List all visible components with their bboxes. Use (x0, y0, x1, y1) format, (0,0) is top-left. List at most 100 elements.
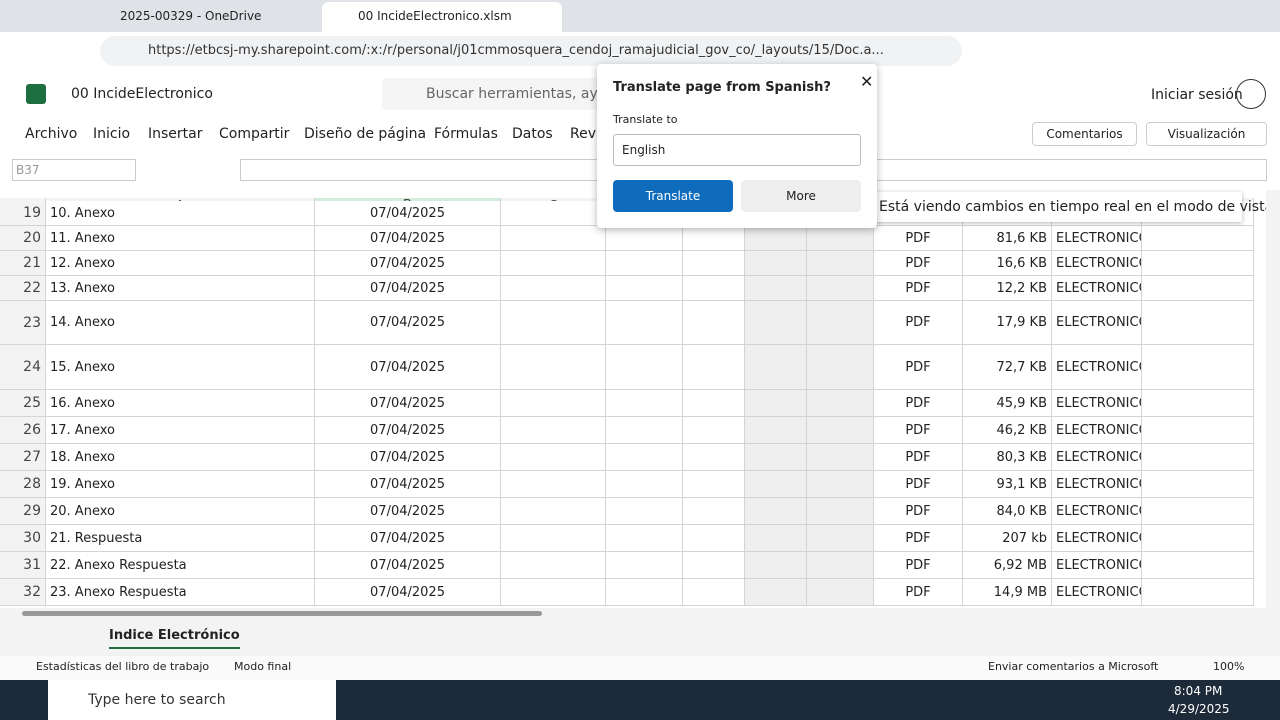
cell[interactable]: 10. Anexo (46, 201, 315, 226)
cell[interactable] (501, 552, 606, 579)
cell[interactable] (501, 471, 606, 498)
cell[interactable] (501, 301, 606, 345)
cell[interactable] (1142, 301, 1254, 345)
cell[interactable] (683, 471, 745, 498)
cell[interactable] (683, 345, 745, 390)
cell[interactable]: ELECTRONICO (1052, 444, 1142, 471)
cell[interactable] (606, 525, 683, 552)
cell[interactable] (807, 444, 874, 471)
cell[interactable]: 19. Anexo (46, 471, 315, 498)
cell[interactable]: 07/04/2025 (315, 226, 501, 251)
cell[interactable] (683, 276, 745, 301)
cell[interactable] (807, 525, 874, 552)
cell[interactable]: 07/04/2025 (315, 301, 501, 345)
cell[interactable]: ELECTRONICO (1052, 417, 1142, 444)
cell[interactable] (1142, 579, 1254, 606)
cell[interactable]: 07/04/2025 (315, 444, 501, 471)
cell[interactable] (745, 471, 807, 498)
cell[interactable] (683, 552, 745, 579)
cell[interactable] (606, 345, 683, 390)
cell[interactable]: 07/04/2025 (315, 525, 501, 552)
cell[interactable] (745, 226, 807, 251)
cell[interactable]: PDF (874, 390, 963, 417)
cell[interactable] (683, 525, 745, 552)
cell[interactable]: 14. Anexo (46, 301, 315, 345)
cell[interactable]: ELECTRONICO (1052, 498, 1142, 525)
cell[interactable]: 207 kb (963, 525, 1052, 552)
status-item[interactable]: Estadísticas del libro de trabajo (36, 660, 210, 673)
cell[interactable]: PDF (874, 498, 963, 525)
cell[interactable]: PDF (874, 552, 963, 579)
search-box[interactable]: Buscar herramientas, ayuda (382, 78, 624, 110)
cell[interactable] (1142, 417, 1254, 444)
cell[interactable] (606, 251, 683, 276)
cell[interactable]: 20. Anexo (46, 498, 315, 525)
cell[interactable] (501, 390, 606, 417)
cell[interactable]: ELECTRONICO (1052, 552, 1142, 579)
cell[interactable] (745, 579, 807, 606)
cell[interactable] (606, 498, 683, 525)
cell[interactable] (501, 345, 606, 390)
cell[interactable] (501, 276, 606, 301)
cell[interactable] (683, 579, 745, 606)
cell[interactable] (606, 552, 683, 579)
cell[interactable] (1142, 251, 1254, 276)
cell[interactable]: PDF (874, 345, 963, 390)
cell[interactable]: PDF (874, 471, 963, 498)
comments-button[interactable]: Comentarios (1032, 122, 1137, 146)
cell[interactable]: ELECTRONICO (1052, 525, 1142, 552)
cell[interactable] (745, 498, 807, 525)
cell[interactable]: PDF (874, 417, 963, 444)
cell[interactable]: 16. Anexo (46, 390, 315, 417)
cell[interactable] (745, 390, 807, 417)
cell[interactable] (807, 251, 874, 276)
cell[interactable] (683, 498, 745, 525)
cell[interactable] (807, 471, 874, 498)
view-button[interactable]: Visualización (1146, 122, 1267, 146)
cell[interactable]: 46,2 KB (963, 417, 1052, 444)
cell[interactable]: 81,6 KB (963, 226, 1052, 251)
menu-item[interactable]: Datos (512, 126, 553, 142)
cell[interactable] (683, 444, 745, 471)
cell[interactable] (1142, 552, 1254, 579)
v-scrollbar[interactable] (1266, 190, 1280, 608)
cell[interactable]: 16,6 KB (963, 251, 1052, 276)
cell[interactable] (683, 226, 745, 251)
cell[interactable]: PDF (874, 579, 963, 606)
cell[interactable] (501, 498, 606, 525)
more-button[interactable]: More (741, 180, 861, 212)
cell[interactable]: 11. Anexo (46, 226, 315, 251)
cell[interactable] (745, 525, 807, 552)
cell[interactable]: 07/04/2025 (315, 498, 501, 525)
cell[interactable] (1142, 471, 1254, 498)
cell[interactable] (745, 276, 807, 301)
cell[interactable] (745, 417, 807, 444)
menu-item[interactable]: Fórmulas (434, 126, 498, 142)
close[interactable]: ✕ (860, 72, 874, 91)
cell[interactable]: 84,0 KB (963, 498, 1052, 525)
tab-active[interactable]: 00 IncideElectronico.xlsm (322, 2, 562, 32)
cell[interactable] (745, 345, 807, 390)
cell[interactable] (683, 251, 745, 276)
cell[interactable] (606, 417, 683, 444)
cell[interactable] (683, 301, 745, 345)
cell[interactable]: 07/04/2025 (315, 201, 501, 226)
cell[interactable]: ELECTRONICO (1052, 471, 1142, 498)
cell[interactable]: 72,7 KB (963, 345, 1052, 390)
cell[interactable] (501, 201, 606, 226)
cell[interactable]: ELECTRONICO (1052, 579, 1142, 606)
cell[interactable] (1142, 498, 1254, 525)
cell[interactable] (807, 579, 874, 606)
menu-item[interactable]: Diseño de página (304, 126, 427, 142)
cell[interactable]: ELECTRONICO (1052, 301, 1142, 345)
cell[interactable] (501, 226, 606, 251)
cell[interactable] (501, 525, 606, 552)
cell[interactable] (1142, 276, 1254, 301)
cell[interactable]: 07/04/2025 (315, 417, 501, 444)
address-bar[interactable]: https://etbcsj-my.sharepoint.com/:x:/r/p… (100, 36, 962, 66)
cell[interactable]: PDF (874, 444, 963, 471)
name-box[interactable]: B37 (12, 159, 136, 181)
cell[interactable]: ELECTRONICO (1052, 345, 1142, 390)
zoom[interactable]: 100% (1213, 660, 1245, 673)
cell[interactable] (501, 444, 606, 471)
